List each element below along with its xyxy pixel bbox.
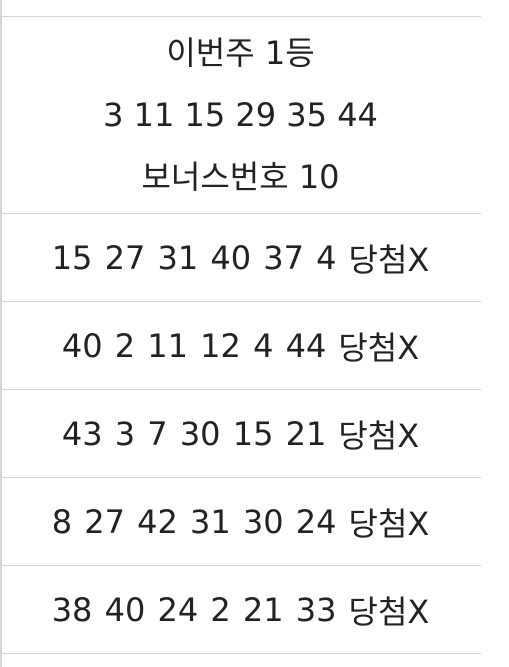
ticket-numbers: 38 40 24 2 21 33 [51,590,337,629]
ticket-row: 43 3 7 30 15 21 당첨X [0,390,481,478]
ticket-result: 당첨X [348,592,430,631]
winning-numbers: 3 11 15 29 35 44 [103,96,378,134]
ticket-result: 당첨X [348,504,430,543]
ticket-row: 15 27 31 40 37 4 당첨X [0,214,481,302]
ticket-result: 당첨X [338,416,420,455]
ticket-numbers: 8 27 42 31 30 24 [51,502,337,541]
ticket-row: 40 2 11 12 4 44 당첨X [0,302,481,390]
bonus-number: 보너스번호 10 [141,158,340,196]
ticket-result: 당첨X [348,240,430,279]
winning-title: 이번주 1등 [166,34,315,72]
ticket-numbers: 43 3 7 30 15 21 [61,414,327,453]
ticket-row: 38 40 24 2 21 33 당첨X [0,566,481,654]
winning-numbers-panel: 이번주 1등 3 11 15 29 35 44 보너스번호 10 [0,17,481,214]
ticket-numbers: 40 2 11 12 4 44 [61,326,327,365]
lotto-results-list: 이번주 1등 3 11 15 29 35 44 보너스번호 10 15 27 3… [0,16,481,654]
ticket-result: 당첨X [338,328,420,367]
window-left-edge [0,0,2,667]
ticket-numbers: 15 27 31 40 37 4 [51,238,337,277]
ticket-row: 8 27 42 31 30 24 당첨X [0,478,481,566]
